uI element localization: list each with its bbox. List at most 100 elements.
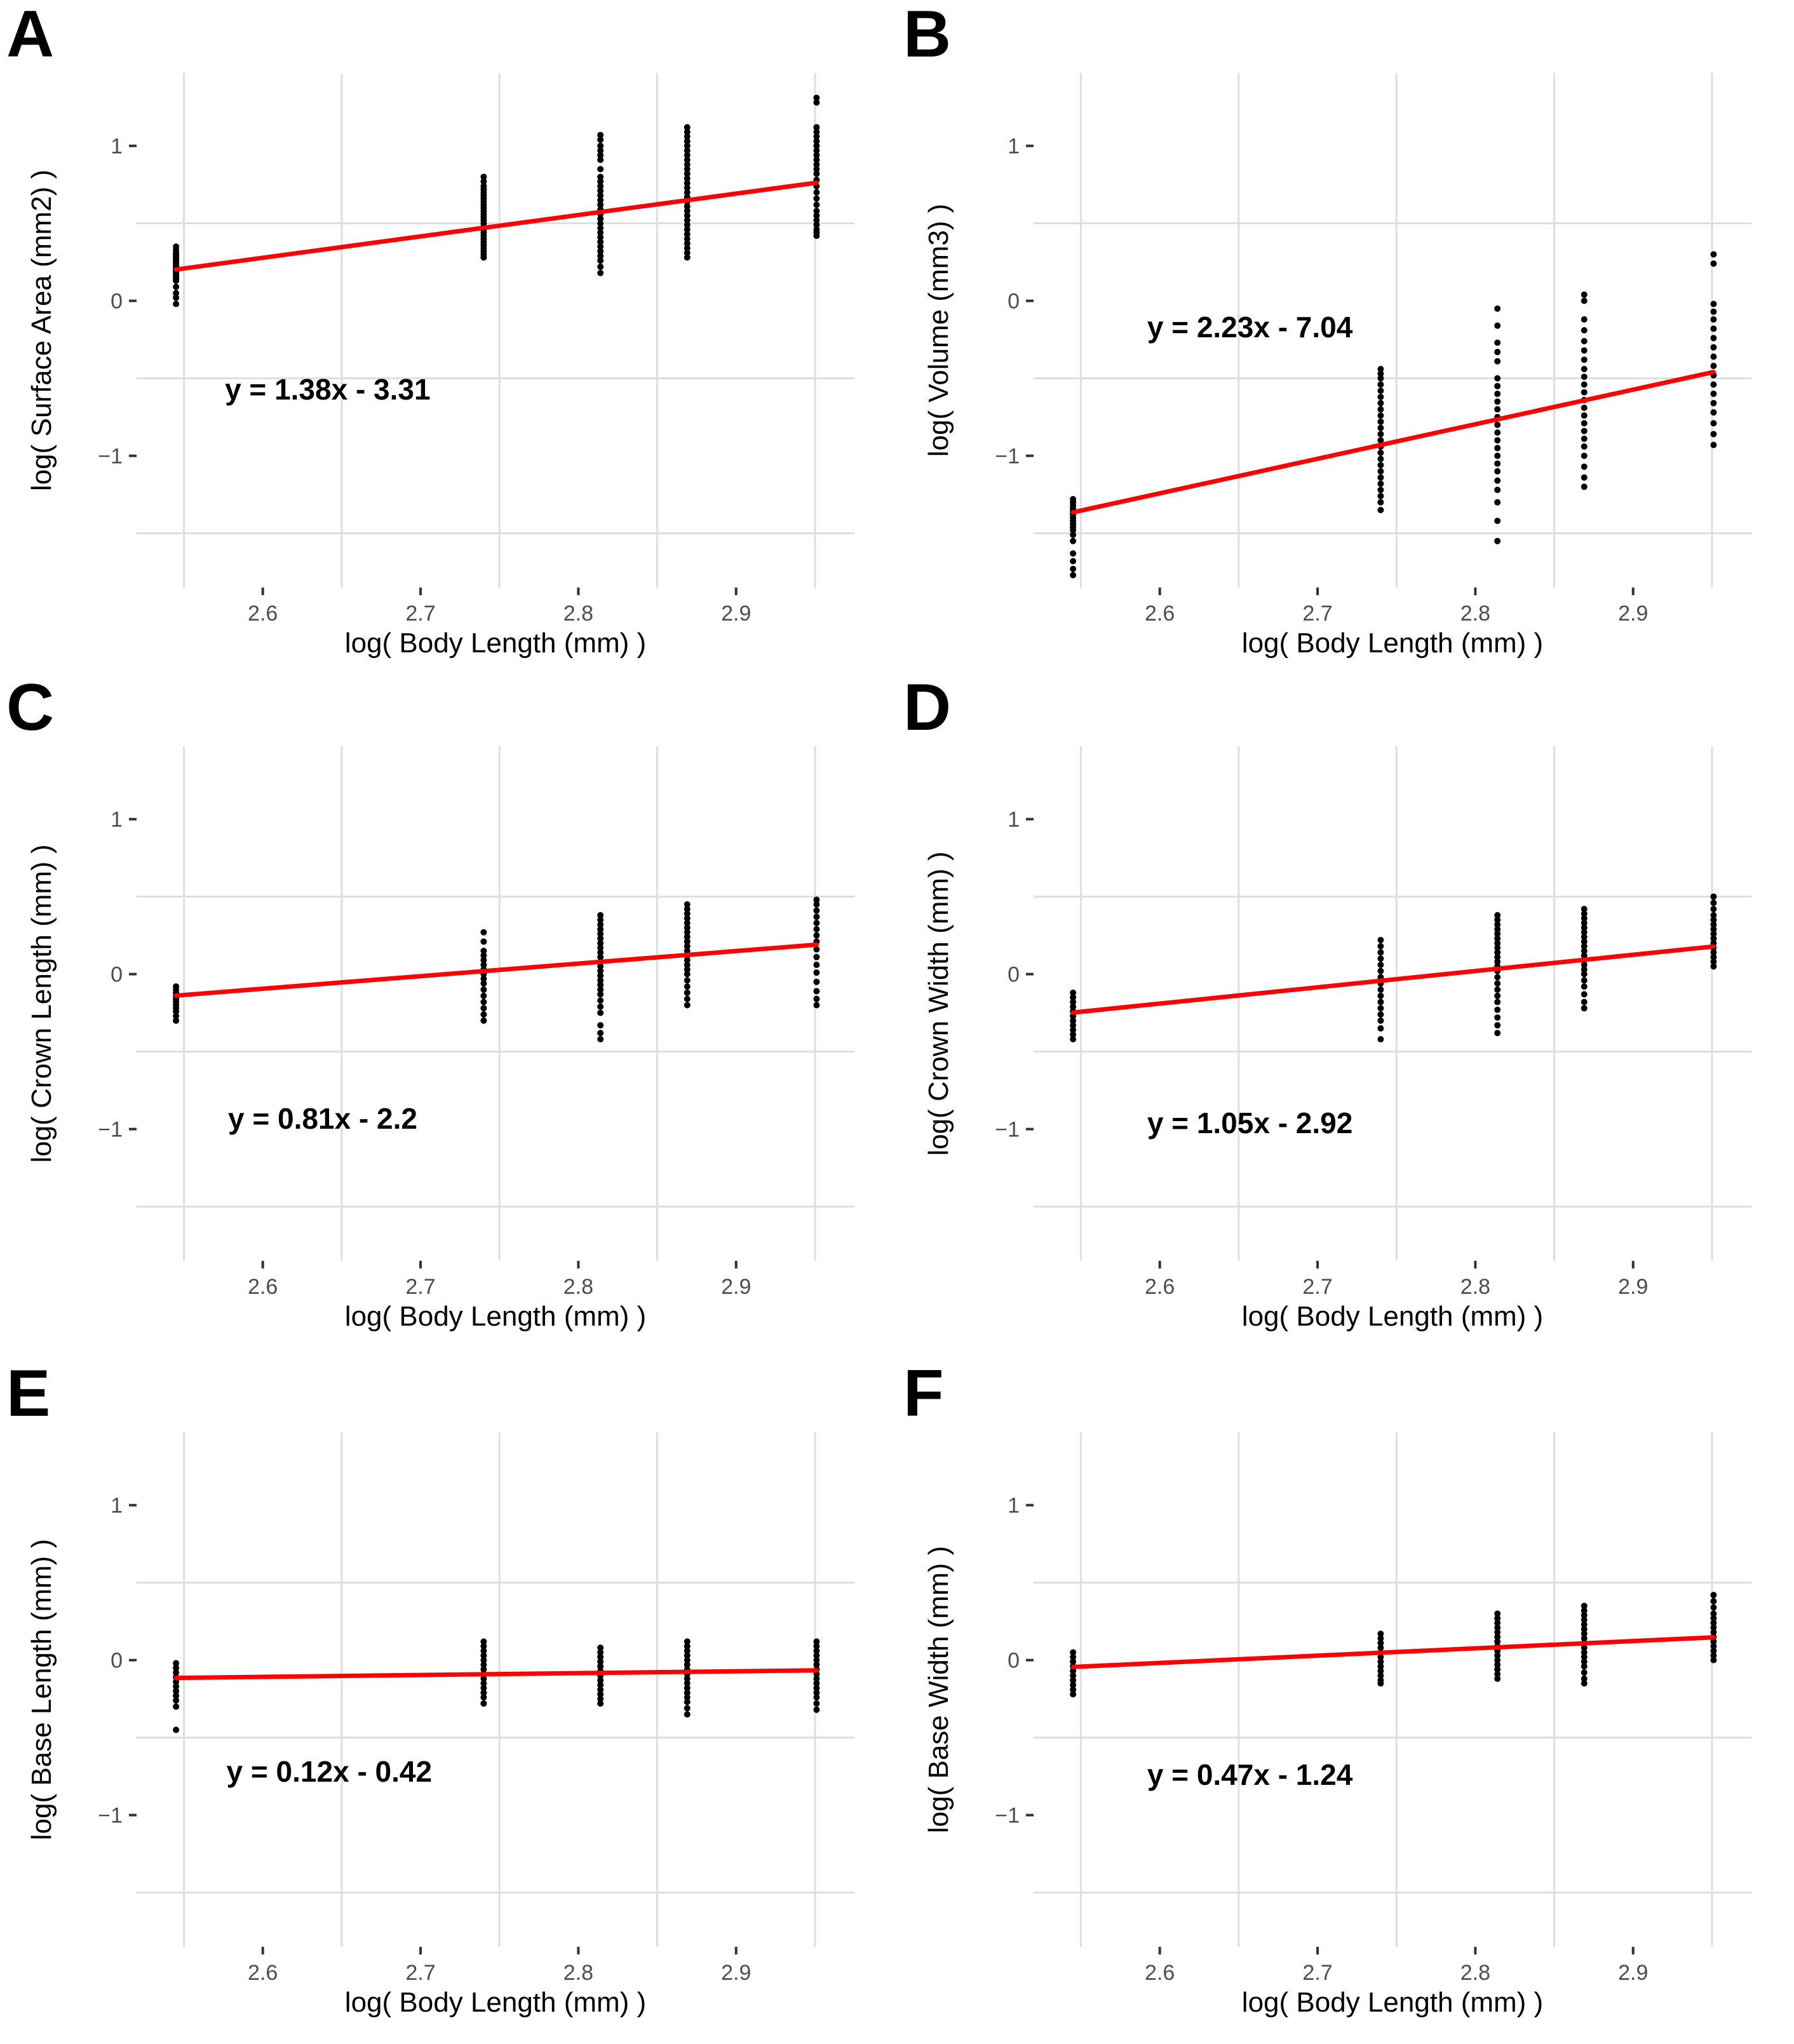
scatter-plot-base-length: 2.6 2.7 2.8 2.9 1 0 −1 [98,1432,854,1985]
data-point [1710,1629,1717,1636]
data-point [813,1657,820,1664]
data-point [597,1677,604,1684]
y-tick-label: 0 [1008,963,1020,987]
regression-equation: y = 0.81x - 2.2 [228,1101,417,1135]
data-point [1581,934,1588,941]
x-tick-label: 2.7 [405,1961,435,1985]
data-point [480,1700,487,1707]
data-point [597,178,604,185]
data-point [597,945,604,951]
data-point [1581,435,1588,442]
data-point [813,99,820,106]
data-point [1494,1657,1501,1664]
data-point [813,1689,820,1696]
data-point [1377,1639,1384,1646]
data-point [1377,1663,1384,1670]
y-axis-title: log( Crown Width (mm) ) [923,851,954,1156]
data-point [1494,953,1501,960]
data-point [1581,356,1588,363]
data-point [173,290,180,297]
data-point [1581,316,1588,323]
data-point [1377,393,1384,400]
data-point [1581,924,1588,931]
panel-c: C 2.6 2.7 2.8 2.9 1 0 −1 log( Crown Length (mm… [0,673,897,1347]
data-point [684,254,691,261]
data-point [684,1002,691,1009]
data-point [813,195,820,202]
data-point [1710,1648,1717,1655]
data-point [1710,911,1717,918]
data-point [1494,499,1501,506]
data-point [1710,949,1717,956]
x-tick-label: 2.6 [1145,1275,1175,1299]
data-point [1581,381,1588,388]
data-point [597,949,604,956]
data-point [173,294,180,301]
data-point [684,180,691,187]
data-point [597,1658,604,1665]
panel-letter: E [6,1357,51,1430]
y-tick-label: −1 [98,1804,123,1828]
regression-line [173,1668,819,1681]
data-point [813,1675,820,1682]
regression-line [1070,944,1716,1015]
data-point [1581,404,1588,411]
data-point [597,238,604,245]
data-point [597,257,604,264]
panel-a: A 2.6 2.7 2.8 2.9 1 0 −1 log( Surface Area (mm… [0,0,897,673]
data-point [1070,1026,1077,1033]
data-point [173,1688,180,1695]
data-point [597,953,604,960]
data-point [684,240,691,247]
data-point [1710,1592,1717,1599]
data-point [1710,335,1717,342]
data-point [1494,429,1501,436]
data-point [1377,1680,1384,1687]
data-point [597,972,604,979]
data-point [1494,1652,1501,1659]
data-point [1494,958,1501,965]
data-point [1494,1634,1501,1641]
data-point [1377,1036,1384,1043]
data-point [1494,452,1501,459]
data-point [597,1022,604,1029]
data-point [1581,1644,1588,1651]
y-tick-label: 0 [111,290,123,314]
data-point [1581,452,1588,459]
data-point [813,232,820,239]
data-point [1581,1649,1588,1656]
data-point [684,938,691,945]
data-point [1070,1691,1077,1698]
data-point [1070,994,1077,1001]
data-point [173,277,180,284]
data-point [1377,431,1384,438]
data-point [597,192,604,199]
data-point [1494,925,1501,932]
data-point [684,1638,691,1645]
data-point [597,1700,604,1707]
data-point [1377,955,1384,962]
data-point [480,1689,487,1696]
data-point [1581,327,1588,333]
data-point [1070,989,1077,996]
data-point [597,183,604,190]
data-point [1494,339,1501,346]
data-point [173,1697,180,1704]
data-point [1494,931,1501,938]
x-tick-label: 2.9 [721,1275,751,1299]
data-point [1494,487,1501,494]
data-point [813,201,820,208]
data-point [1377,499,1384,506]
data-point [1710,1604,1717,1611]
data-point [1070,998,1077,1005]
data-point [597,197,604,204]
data-point [1377,949,1384,956]
data-point [173,1664,180,1671]
data-point [684,1694,691,1701]
data-point [684,957,691,964]
data-point [1710,260,1717,267]
data-point [1581,915,1588,922]
data-point [480,173,487,180]
data-point [684,170,691,177]
data-point [1377,381,1384,388]
